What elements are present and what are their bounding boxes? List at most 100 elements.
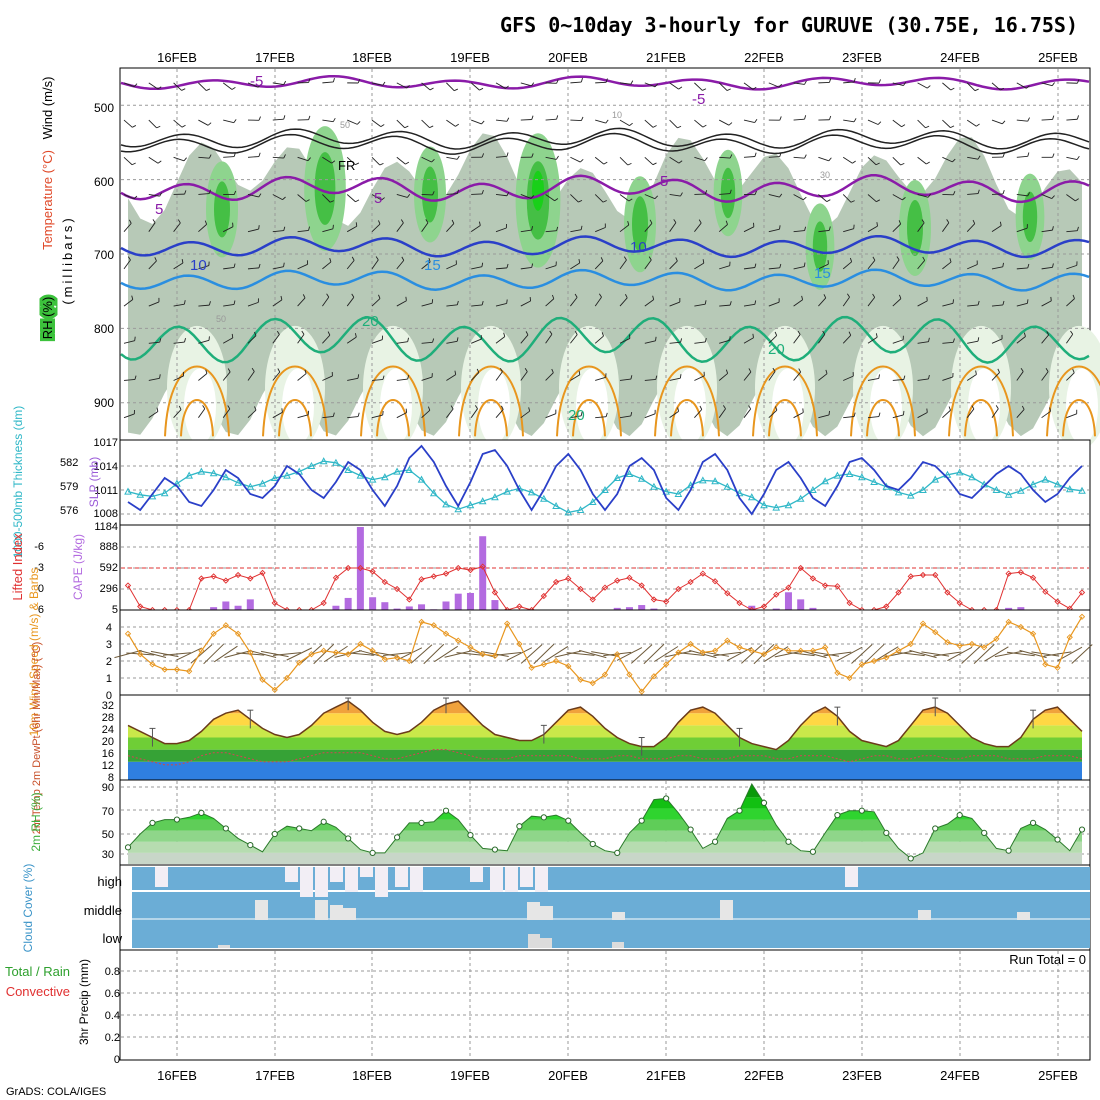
upper-wind-barb-flag — [233, 263, 236, 268]
chart-title: GFS 0~10day 3-hourly for GURUVE (30.75E,… — [500, 13, 1078, 37]
upper-wind-barb — [892, 194, 903, 201]
upper-wind-barb — [198, 156, 210, 159]
lifted-index-point — [736, 599, 743, 607]
thickness-tick: 576 — [60, 505, 78, 517]
thickness-point — [870, 477, 878, 485]
upper-wind-barb-flag — [330, 200, 335, 203]
lifted-index-point — [675, 585, 682, 593]
upper-wind-barb-flag — [503, 332, 506, 337]
wind-barb — [984, 646, 1009, 662]
upper-wind-barb-flag — [580, 116, 584, 121]
rh-point — [565, 817, 572, 824]
upper-wind-barb — [222, 226, 234, 233]
upper-wind-barb-flag — [276, 330, 280, 335]
rh-point — [393, 834, 401, 841]
upper-wind-barb-flag — [355, 162, 360, 166]
upper-wind-barb-flag — [206, 88, 211, 91]
cape-bar — [393, 608, 401, 610]
cape-bar — [809, 607, 817, 610]
upper-wind-barb-flag — [875, 162, 880, 166]
upper-wind-barb-flag — [803, 262, 806, 267]
wind-barb — [664, 650, 693, 658]
upper-wind-barb-flag — [525, 331, 529, 336]
wind-speed-point — [968, 640, 976, 648]
upper-wind-barb-flag — [853, 412, 856, 417]
upper-wind-barb-flag — [157, 160, 162, 164]
wind-speed-point — [1054, 664, 1061, 671]
rh-axes: 90 70 50 30 2m RH (%) — [29, 782, 114, 861]
upper-wind-barb — [619, 156, 629, 166]
wind-barb — [947, 646, 973, 662]
thickness-point — [319, 457, 328, 465]
upper-wind-barb-flag — [878, 79, 881, 84]
upper-wind-barb — [1066, 298, 1075, 307]
upper-wind-barb — [594, 335, 604, 344]
upper-wind-barb — [843, 81, 855, 84]
thickness-point — [711, 477, 719, 485]
upper-wind-barb-flag — [872, 256, 876, 261]
contour-label: 10 — [190, 257, 207, 274]
wind-barb — [579, 649, 607, 659]
upper-wind-barb-flag — [233, 300, 236, 305]
wind-speed-point — [259, 676, 266, 683]
upper-wind-barb — [595, 376, 606, 381]
upper-wind-barb-flag — [828, 157, 832, 162]
rh-point — [760, 799, 768, 806]
bottom-date-label: 17FEB — [255, 1068, 295, 1083]
upper-wind-barb-flag — [926, 85, 931, 89]
upper-wind-barb-flag — [407, 375, 410, 380]
upper-wind-barb-flag — [778, 83, 783, 88]
temp-panel: 32 28 24 20 16 12 8 2m Temp 2m DewPt (6h… — [31, 642, 1091, 834]
temp-contour-30 — [866, 399, 900, 437]
upper-wind-barb-flag — [725, 369, 729, 374]
lifted-index-point — [944, 589, 951, 596]
upper-wind-barb-flag — [630, 411, 633, 417]
upper-wind-barb — [694, 82, 703, 91]
upper-wind-barb-flag — [605, 119, 609, 124]
cape-bar — [638, 605, 646, 610]
upper-wind-barb — [743, 371, 752, 381]
upper-wind-barb — [198, 339, 210, 344]
upper-wind-barb — [396, 378, 408, 381]
thickness-point — [478, 497, 487, 505]
rh-point — [491, 846, 499, 853]
thickness-point — [209, 469, 218, 477]
wind-speed-line — [127, 616, 1083, 693]
upper-wind-barb — [942, 156, 953, 163]
wind-speed-point — [981, 644, 988, 651]
upper-wind-barb — [446, 82, 455, 91]
upper-wind-barb — [793, 194, 804, 201]
upper-wind-barb-flag — [850, 200, 855, 203]
bottom-date-label: 25FEB — [1038, 1068, 1078, 1083]
lifted-index-point — [455, 564, 462, 572]
upper-wind-barb-flag — [898, 220, 902, 225]
temp-contour-30 — [768, 399, 802, 437]
cape-bar — [650, 608, 658, 610]
upper-wind-barb — [223, 119, 234, 124]
upper-wind-barb-flag — [878, 412, 881, 417]
thickness-point — [270, 473, 279, 481]
upper-wind-barb — [545, 413, 557, 419]
upper-air-grid — [121, 69, 1089, 439]
upper-wind-barb — [570, 156, 581, 163]
bottom-date-label: 21FEB — [646, 1068, 686, 1083]
upper-wind-barb-flag — [901, 124, 906, 128]
wind-barb — [591, 651, 619, 657]
pressure-tick: 600 — [94, 175, 114, 189]
upper-wind-barb-flag — [1076, 226, 1079, 231]
upper-wind-barb — [520, 334, 529, 344]
lifted-index-point — [393, 585, 401, 593]
upper-wind-barb — [247, 194, 259, 198]
upper-wind-barb-flag — [772, 367, 776, 372]
wind-barb — [114, 649, 142, 659]
thickness-point — [136, 490, 145, 498]
cloud-block-middle — [1017, 912, 1030, 920]
wind-speed-point — [491, 652, 499, 660]
thickness-point — [124, 487, 132, 495]
thickness-point — [442, 500, 450, 508]
lifted-index-point — [137, 603, 144, 610]
upper-wind-barb-flag — [949, 258, 952, 263]
upper-wind-barb — [346, 156, 356, 166]
upper-wind-barb-flag — [627, 221, 630, 226]
wind-barb — [423, 643, 445, 665]
